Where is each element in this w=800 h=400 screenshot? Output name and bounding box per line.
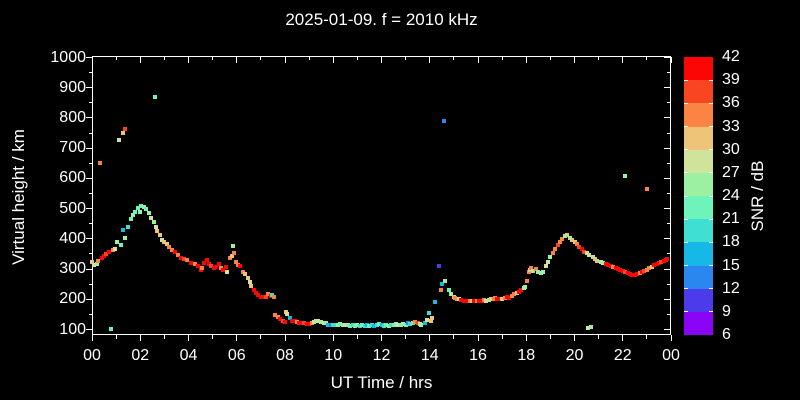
x-tick — [670, 335, 672, 341]
x-tick — [549, 335, 551, 339]
colorbar — [684, 57, 713, 336]
plot-area — [92, 56, 671, 335]
x-tick-label: 18 — [517, 347, 536, 364]
colorbar-segment — [684, 196, 713, 220]
x-tick-label: 14 — [420, 347, 439, 364]
y-tick-label: 300 — [59, 260, 86, 278]
y-axis-title: Virtual height / km — [9, 129, 28, 265]
x-tick — [356, 335, 358, 339]
colorbar-segment — [684, 311, 713, 336]
x-tick — [212, 335, 214, 339]
colorbar-tick-label: 6 — [722, 326, 731, 343]
x-tick — [284, 335, 286, 341]
x-tick-label: 00 — [83, 347, 101, 364]
x-tick — [91, 335, 93, 341]
colorbar-segment — [684, 242, 713, 266]
x-tick — [525, 335, 527, 341]
y-tick-label: 400 — [59, 229, 86, 247]
colorbar-segment — [684, 126, 713, 150]
y-tick-label: 200 — [59, 290, 86, 308]
x-tick — [501, 335, 503, 339]
x-tick — [477, 335, 479, 341]
x-tick — [115, 335, 117, 339]
x-tick-label: 16 — [469, 347, 487, 364]
x-tick — [188, 335, 189, 341]
x-axis-title: UT Time / hrs — [330, 373, 433, 392]
x-tick-label: 20 — [565, 347, 584, 364]
colorbar-segment — [684, 265, 713, 289]
colorbar-tick-label: 39 — [722, 71, 740, 89]
x-tick — [429, 335, 431, 341]
x-tick-label: 22 — [613, 347, 632, 364]
colorbar-segment — [684, 172, 713, 197]
x-tick — [332, 335, 334, 341]
x-tick — [405, 335, 407, 339]
colorbar-segment — [684, 80, 713, 104]
colorbar-segment — [684, 219, 713, 243]
y-tick-label: 900 — [59, 78, 86, 96]
x-tick — [139, 335, 141, 341]
x-tick-label: 06 — [227, 347, 246, 364]
x-tick-label: 10 — [324, 347, 343, 364]
y-tick-label: 1000 — [50, 48, 86, 66]
x-tick — [453, 335, 455, 339]
x-tick — [598, 335, 600, 339]
colorbar-title: SNR / dB — [748, 160, 767, 232]
colorbar-tick-label: 9 — [722, 302, 731, 320]
colorbar-segment — [684, 103, 713, 127]
x-tick — [574, 335, 575, 341]
x-tick — [163, 335, 165, 339]
y-tick-label: 700 — [59, 139, 86, 157]
x-tick-label: 08 — [276, 347, 294, 364]
x-tick — [646, 335, 648, 339]
y-tick-label: 600 — [59, 169, 86, 187]
x-tick — [308, 335, 310, 339]
colorbar-segment — [684, 288, 713, 312]
colorbar-segment — [684, 57, 713, 81]
plot-title: 2025-01-09. f = 2010 kHz — [285, 10, 478, 29]
x-tick-label: 02 — [131, 347, 150, 364]
colorbar-tick-label: 42 — [722, 48, 740, 65]
y-tick-label: 800 — [59, 108, 86, 126]
x-tick — [260, 335, 262, 339]
x-tick — [622, 335, 624, 341]
y-tick-label: 500 — [59, 199, 86, 217]
x-tick — [381, 335, 382, 341]
colorbar-segment — [684, 149, 713, 173]
x-tick-label: 12 — [372, 347, 391, 364]
x-tick-label: 00 — [662, 347, 680, 364]
y-tick-label: 100 — [59, 320, 86, 338]
x-tick-label: 04 — [179, 347, 198, 364]
x-tick — [236, 335, 238, 341]
